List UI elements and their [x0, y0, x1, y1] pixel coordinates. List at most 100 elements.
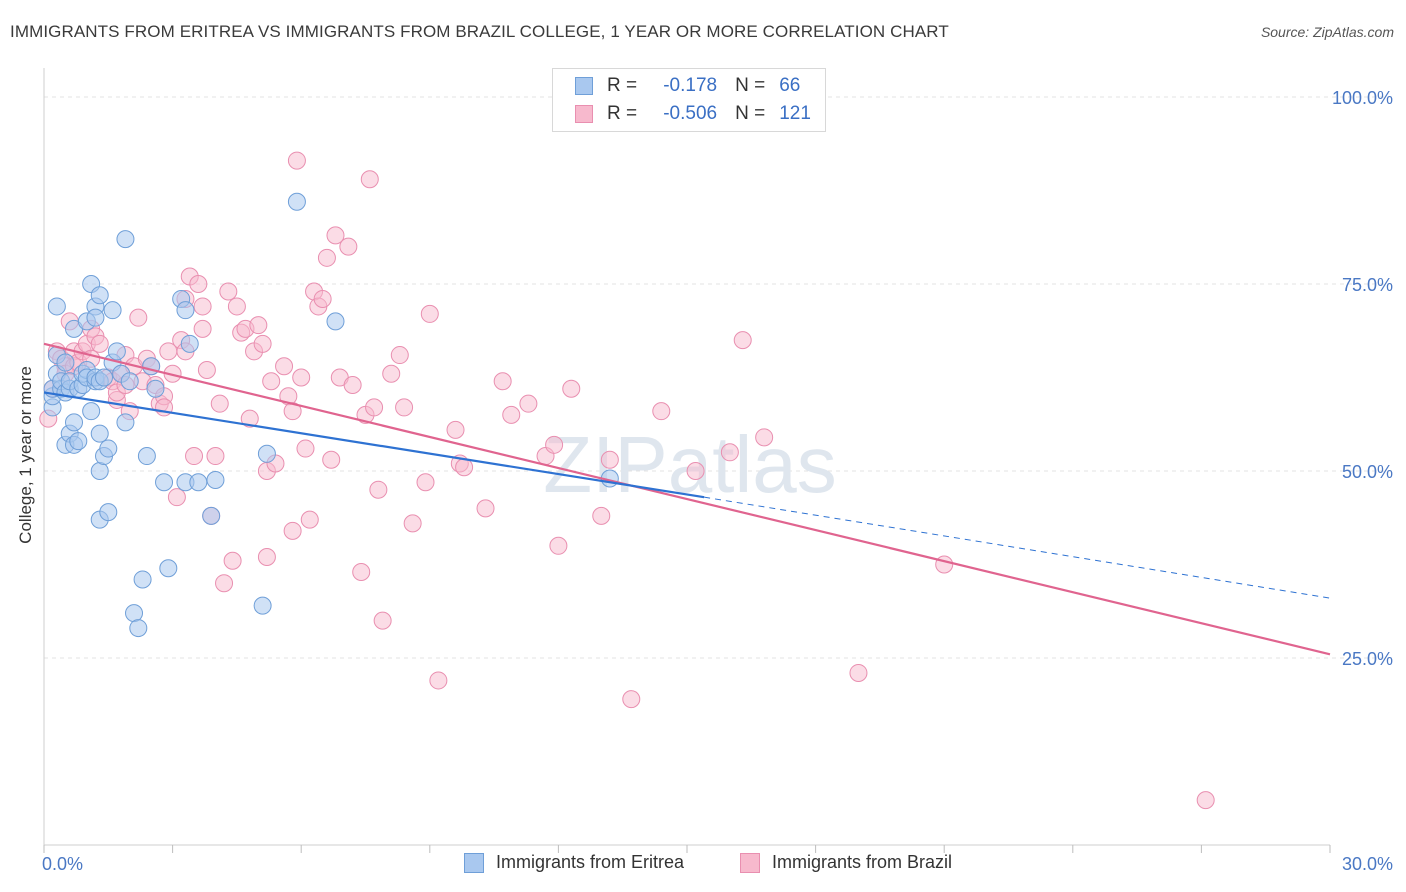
series-legend-eritrea[interactable]: Immigrants from Eritrea [464, 852, 684, 873]
eritrea-point [90, 462, 109, 480]
brazil-point [360, 170, 379, 189]
eritrea-point [56, 353, 75, 372]
brazil-point [446, 420, 465, 439]
brazil-point [292, 368, 311, 387]
brazil-point [733, 331, 752, 350]
brazil-point [592, 506, 611, 525]
brazil-point [395, 398, 414, 417]
brazil-point [549, 536, 568, 555]
brazil-point [300, 510, 319, 529]
eritrea-point [69, 432, 88, 451]
brazil-point [476, 499, 495, 518]
brazil-point [197, 361, 216, 380]
brazil-point [493, 372, 512, 391]
series-label-eritrea: Immigrants from Eritrea [496, 852, 685, 872]
brazil-point [369, 480, 388, 499]
source-credit: Source: ZipAtlas.com [1260, 24, 1394, 40]
brazil-point [313, 289, 332, 308]
brazil-point [652, 402, 671, 421]
eritrea-point [137, 447, 156, 466]
brazil-point [686, 462, 705, 480]
brazil-point [257, 548, 276, 567]
brazil-point [849, 663, 868, 682]
y-tick-labels: 25.0% 50.0% 75.0% 100.0% [1332, 88, 1393, 669]
brazil-point [193, 319, 212, 338]
legend-n-value: 66 [779, 75, 801, 96]
brazil-point [227, 297, 246, 316]
eritrea-point [82, 402, 101, 421]
eritrea-point [65, 413, 84, 432]
y-axis-label: College, 1 year or more [16, 366, 35, 544]
eritrea-point [120, 372, 139, 391]
brazil-point [167, 488, 186, 507]
brazil-point [283, 402, 302, 421]
legend-r-label: R = [607, 75, 638, 96]
brazil-point [519, 394, 538, 413]
brazil-point [622, 690, 641, 709]
brazil-point [382, 364, 401, 383]
eritrea-point [287, 192, 306, 211]
eritrea-point [86, 308, 105, 327]
eritrea-point [99, 439, 118, 458]
series-legend-brazil[interactable]: Immigrants from Brazil [740, 852, 952, 873]
trend-lines [43, 342, 1331, 656]
brazil-point [339, 237, 358, 256]
y-tick-label: 50.0% [1342, 462, 1393, 482]
brazil-points [39, 151, 1215, 810]
grid-lines [44, 96, 1392, 659]
brazil-point [296, 439, 315, 458]
brazil-point [545, 435, 564, 454]
brazil-point [189, 275, 208, 293]
stats-legend: R = -0.178 N = 66 R = -0.506 N = 121 [552, 68, 826, 132]
y-tick-label: 75.0% [1342, 275, 1393, 295]
eritrea-point [129, 619, 148, 638]
eritrea-point [99, 503, 118, 522]
brazil-point [562, 379, 581, 398]
brazil-point [343, 375, 362, 394]
eritrea-point [253, 596, 272, 615]
eritrea-point [180, 334, 199, 353]
y-tick-label: 100.0% [1332, 88, 1393, 108]
brazil-point [219, 282, 238, 301]
legend-n-value: 121 [779, 103, 811, 124]
brazil-point [253, 334, 272, 353]
legend-row-eritrea: R = -0.178 N = 66 [575, 75, 800, 97]
brazil-point [326, 226, 345, 245]
eritrea-point [95, 368, 114, 387]
brazil-point [223, 551, 242, 570]
brazil-point [275, 357, 294, 376]
brazil-point [600, 450, 619, 469]
legend-r-value: -0.178 [663, 75, 718, 96]
legend-r-value: -0.506 [663, 103, 718, 124]
eritrea-point [90, 286, 109, 305]
legend-n-label: N = [735, 103, 766, 124]
brazil-point [390, 346, 409, 365]
brazil-point [287, 151, 306, 170]
eritrea-point [176, 301, 195, 320]
eritrea-point [107, 342, 126, 361]
brazil-point [90, 334, 109, 353]
brazil-point [317, 248, 336, 267]
eritrea-point [202, 506, 221, 525]
eritrea-point [90, 424, 109, 443]
brazil-point [455, 458, 474, 477]
brazil-point [373, 611, 392, 630]
brazil-point [206, 447, 225, 466]
eritrea-point [189, 473, 208, 492]
legend-swatch-eritrea [575, 77, 593, 95]
brazil-point [215, 574, 234, 593]
eritrea-point [133, 570, 152, 589]
eritrea-point [125, 604, 144, 623]
chart-title: IMMIGRANTS FROM ERITREA VS IMMIGRANTS FR… [10, 22, 949, 41]
brazil-point [262, 372, 281, 391]
brazil-point [352, 562, 371, 581]
eritrea-point [47, 297, 66, 316]
eritrea-point [103, 301, 122, 320]
brazil-point [365, 398, 384, 417]
brazil-point [720, 443, 739, 462]
brazil-point [240, 409, 259, 428]
series-swatch-eritrea [464, 852, 484, 873]
eritrea-point [146, 379, 165, 398]
x-tick-label: 30.0% [1342, 854, 1393, 874]
